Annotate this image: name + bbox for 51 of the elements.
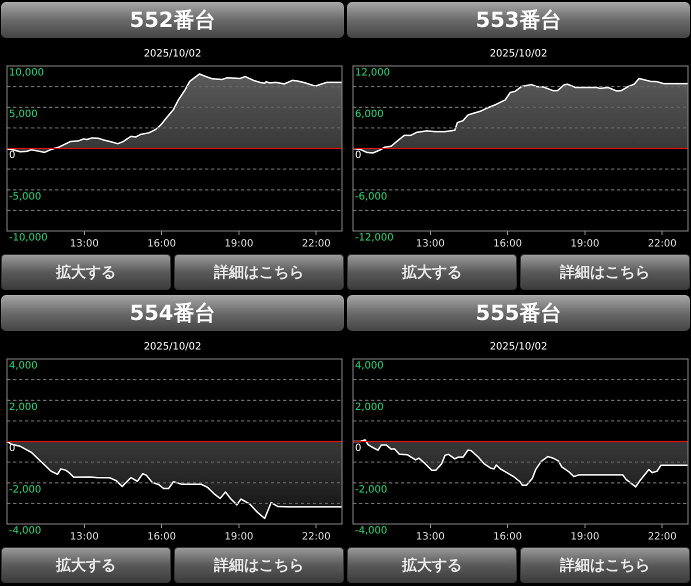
y-tick-label: 10,000 [9,68,44,79]
x-tick-label: 16:00 [493,532,522,543]
x-tick-label: 16:00 [147,532,176,543]
x-tick-label: 16:00 [147,238,176,250]
x-tick-label: 16:00 [493,238,522,250]
x-tick-label: 19:00 [570,532,600,543]
y-tick-label: 12,000 [355,68,390,79]
y-tick-label: 6,000 [355,108,384,120]
x-tick-label: 13:00 [70,532,99,543]
chart-title: 555番台 [347,295,690,331]
x-tick-label: 19:00 [570,238,600,250]
x-tick-label: 22:00 [648,532,677,543]
x-tick-label: 19:00 [224,532,254,543]
y-tick-label: -4,000 [9,526,42,537]
x-tick-label: 13:00 [70,238,99,250]
x-tick-label: 13:00 [416,532,445,543]
y-tick-label: -4,000 [355,526,388,537]
y-tick-label: 2,000 [9,402,38,413]
y-tick-label: 5,000 [9,108,38,120]
chart-subtitle: 2025/10/02 [490,342,548,353]
y-tick-label: 4,000 [355,360,384,372]
text: 拡大する [1,547,171,583]
y-tick-label: 2,000 [355,402,384,413]
text: 詳細はこちら [174,254,344,290]
x-tick-label: 19:00 [224,238,254,250]
y-tick-label: 0 [355,443,362,454]
x-tick-label: 22:00 [302,532,331,543]
chart-subtitle: 2025/10/02 [144,48,202,60]
y-tick-label: 0 [9,150,16,162]
text: 拡大する [347,254,517,290]
y-tick-label: 4,000 [9,360,38,372]
text: 詳細はこちら [174,547,344,583]
text: 詳細はこちら [520,547,690,583]
y-tick-label: -5,000 [9,191,42,202]
y-tick-label: -10,000 [9,232,48,244]
y-tick-label: 0 [355,150,362,162]
x-tick-label: 13:00 [416,238,445,250]
chart-title: 552番台 [1,2,344,38]
text: 詳細はこちら [520,254,690,290]
y-tick-label: -6,000 [355,191,388,202]
y-tick-label: -12,000 [355,232,394,244]
y-tick-label: -2,000 [9,484,42,496]
chart-title: 553番台 [347,2,690,38]
text: 拡大する [347,547,517,583]
x-tick-label: 22:00 [648,238,677,250]
chart-subtitle: 2025/10/02 [490,48,548,60]
x-tick-label: 22:00 [302,238,331,250]
chart-subtitle: 2025/10/02 [144,342,202,353]
y-tick-label: -2,000 [355,484,388,496]
text: 拡大する [1,254,171,290]
chart-title: 554番台 [1,295,344,331]
